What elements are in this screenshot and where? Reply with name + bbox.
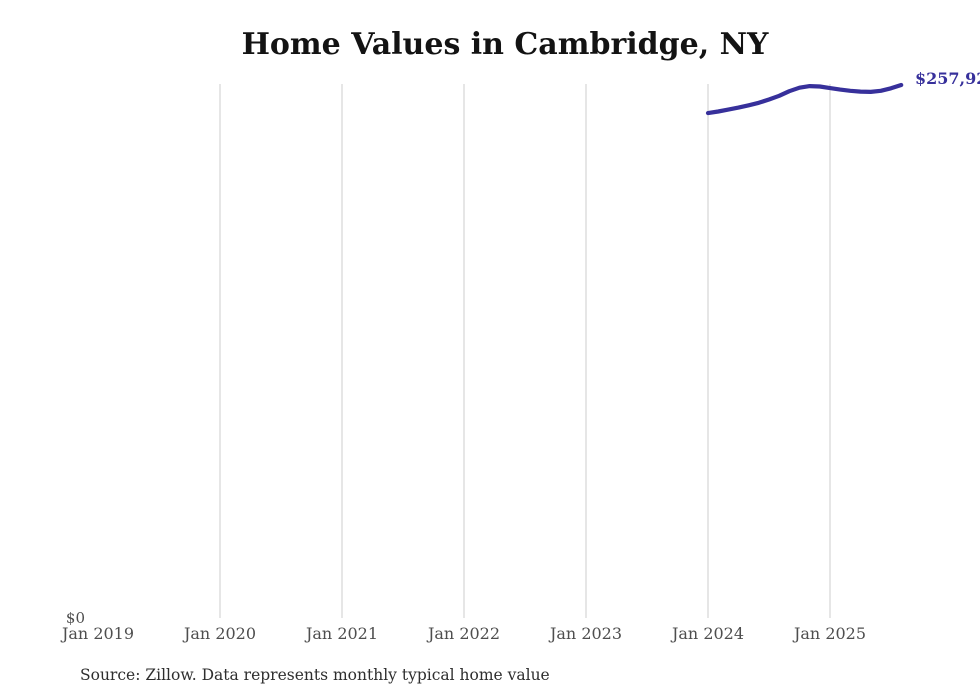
x-axis-tick-2022: Jan 2022 bbox=[427, 624, 501, 643]
chart-title: Home Values in Cambridge, NY bbox=[241, 27, 769, 62]
x-axis-tick-2021: Jan 2021 bbox=[305, 624, 379, 643]
latest-value-label: $257,923 bbox=[915, 69, 980, 88]
x-axis-tick-2024: Jan 2024 bbox=[671, 624, 745, 643]
home-value-line bbox=[705, 82, 904, 116]
x-axis-tick-2023: Jan 2023 bbox=[549, 624, 623, 643]
source-note: Source: Zillow. Data represents monthly … bbox=[80, 666, 550, 684]
x-axis-tick-2020: Jan 2020 bbox=[183, 624, 257, 643]
x-axis-tick-2025: Jan 2025 bbox=[793, 624, 867, 643]
y-axis-zero-label: $0 bbox=[65, 609, 85, 627]
x-axis-tick-2019: Jan 2019 bbox=[61, 624, 135, 643]
